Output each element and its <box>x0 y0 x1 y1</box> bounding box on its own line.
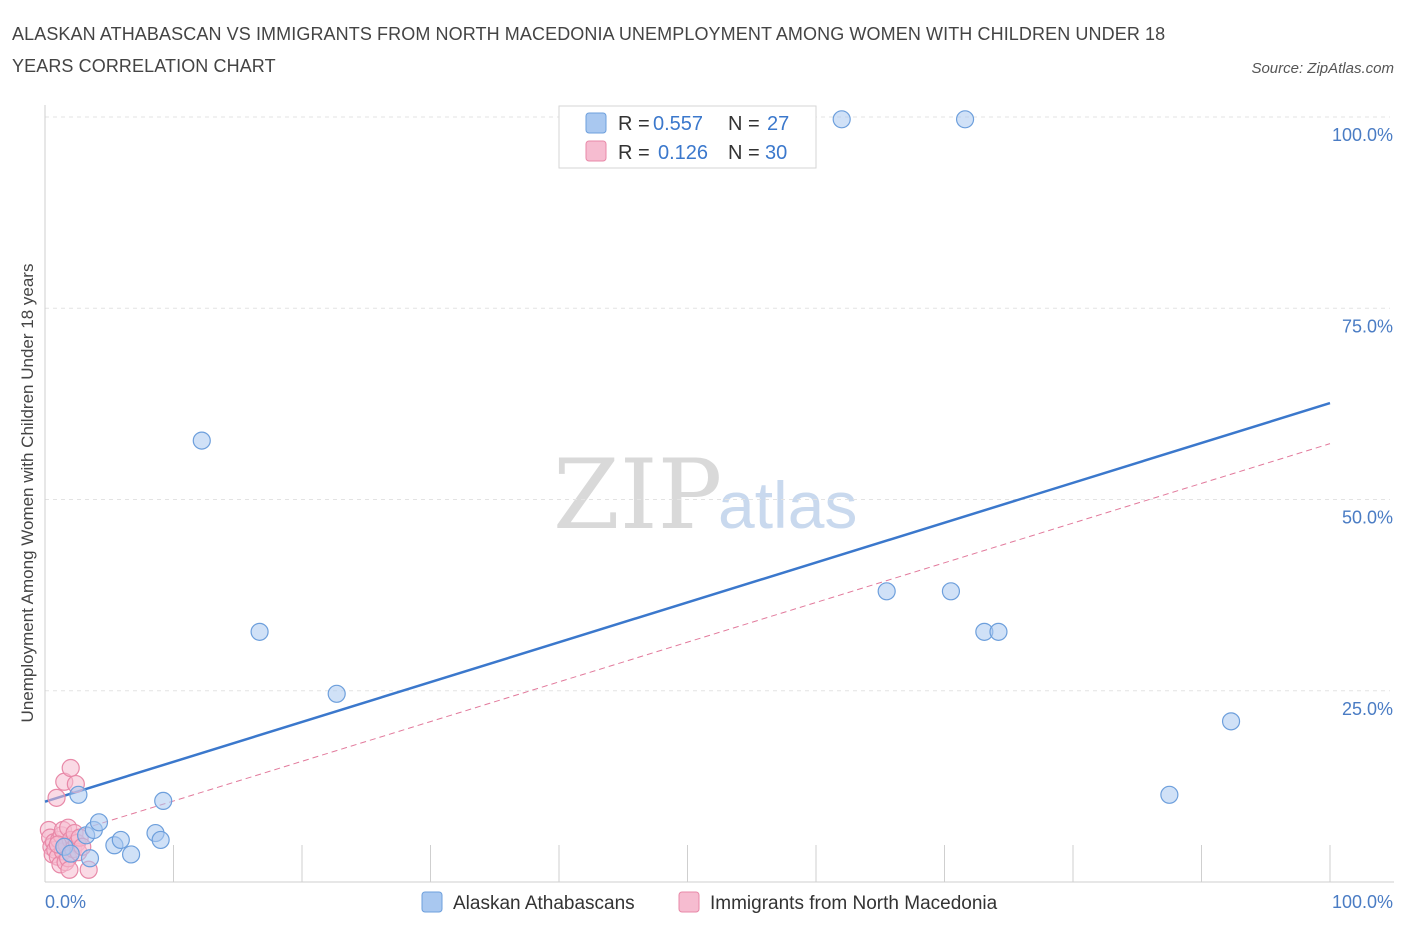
trend-line-north-macedonia <box>44 443 1331 842</box>
y-tick-label-2: 75.0% <box>1342 316 1393 336</box>
legend-swatch-north-macedonia <box>678 891 700 913</box>
stats-n-value-2: 30 <box>765 142 787 164</box>
point-north-macedonia-20 <box>61 758 80 778</box>
point-alaskan-athabascans-9 <box>121 845 141 864</box>
stats-legend-swatch-pink <box>585 140 607 162</box>
watermark-zip: ZIP <box>553 439 722 551</box>
watermark-atlas: atlas <box>718 468 857 542</box>
point-alaskan-athabascans-5 <box>89 813 109 832</box>
point-alaskan-athabascans-22 <box>989 622 1008 641</box>
point-alaskan-athabascans-24 <box>1221 712 1241 731</box>
legend-label-alaskan-athabascans: Alaskan Athabascans <box>453 893 635 914</box>
point-north-macedonia-18 <box>60 860 79 879</box>
watermark: ZIP atlas <box>553 439 857 551</box>
y-tick-label-3: 100.0% <box>1332 125 1393 145</box>
stats-n-label-1: N = <box>728 113 760 135</box>
y-axis-title: Unemployment Among Women with Children U… <box>18 264 37 723</box>
y-tick-label-1: 50.0% <box>1342 508 1393 528</box>
data-points <box>39 107 1241 879</box>
stats-legend: R = 0.557 N = 27 R = 0.126 N = 30 <box>558 105 817 169</box>
point-alaskan-athabascans-12 <box>154 791 173 811</box>
point-alaskan-athabascans-18 <box>955 110 975 129</box>
stats-r-value-1: 0.557 <box>653 113 703 135</box>
point-alaskan-athabascans-17 <box>832 110 851 129</box>
point-alaskan-athabascans-20 <box>941 582 961 601</box>
stats-r-label-1: R = <box>618 113 650 135</box>
stats-n-value-1: 27 <box>767 113 789 135</box>
x-tick-label-0: 0.0% <box>45 892 86 912</box>
trend-lines <box>44 401 1331 842</box>
y-tick-labels: 25.0% 50.0% 75.0% 100.0% <box>1332 125 1393 719</box>
point-alaskan-athabascans-2 <box>69 785 88 804</box>
stats-r-label-2: R = <box>618 142 650 164</box>
legend-label-north-macedonia: Immigrants from North Macedonia <box>710 893 998 914</box>
legend-swatch-alaskan-athabascans <box>421 891 443 913</box>
source-label: Source: ZipAtlas.com <box>1251 60 1394 77</box>
point-alaskan-athabascans-14 <box>250 622 269 641</box>
point-alaskan-athabascans-13 <box>192 431 211 450</box>
point-alaskan-athabascans-8 <box>111 830 130 850</box>
point-alaskan-athabascans-19 <box>877 582 896 601</box>
chart-title: ALASKAN ATHABASCAN VS IMMIGRANTS FROM NO… <box>12 24 1166 76</box>
x-tick-label-1: 100.0% <box>1332 892 1393 912</box>
point-alaskan-athabascans-15 <box>327 684 346 703</box>
point-alaskan-athabascans-6 <box>80 849 100 868</box>
point-north-macedonia-6 <box>47 788 66 807</box>
series-legend: Alaskan Athabascans Immigrants from Nort… <box>421 891 998 914</box>
x-tick-labels: 0.0% 100.0% <box>45 892 1393 912</box>
point-alaskan-athabascans-11 <box>151 830 170 850</box>
trend-line-alaskan-athabascans <box>44 401 1331 803</box>
axes <box>44 105 1394 883</box>
point-alaskan-athabascans-23 <box>1160 785 1179 804</box>
stats-r-value-2: 0.126 <box>658 142 708 164</box>
gridlines <box>45 116 1390 692</box>
point-alaskan-athabascans-1 <box>61 844 80 863</box>
stats-legend-swatch-blue <box>585 112 607 134</box>
stats-n-label-2: N = <box>728 142 760 164</box>
y-tick-label-0: 25.0% <box>1342 699 1393 719</box>
